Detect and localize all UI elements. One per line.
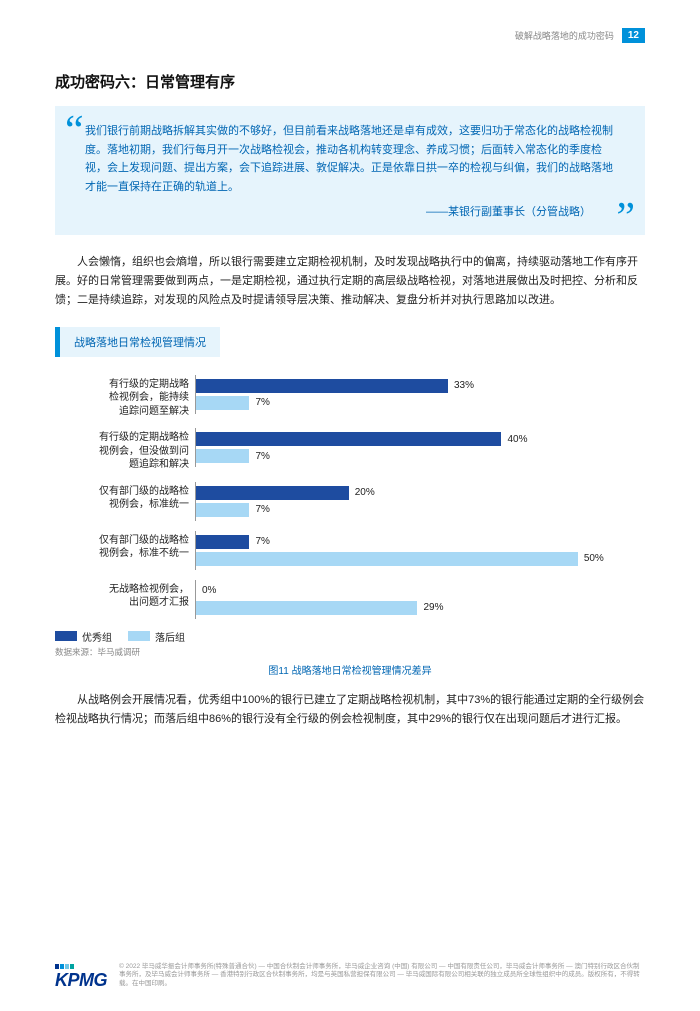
page-footer: KPMG © 2022 毕马威华振会计师事务所(特殊普通合伙) — 中国合伙制会… (55, 963, 645, 989)
bar-value: 33% (454, 380, 474, 391)
bar-line: 7% (196, 534, 645, 550)
bar-line: 7% (196, 502, 645, 518)
bar (196, 535, 249, 549)
chart-row: 仅有部门级的战略检 视例会，标准不统一 7% 50% (55, 531, 645, 570)
bar-chart: 有行级的定期战略 检视例会，能持续 追踪问题至解决33%7%有行级的定期战略检 … (55, 375, 645, 619)
bar-value: 7% (255, 397, 269, 408)
bar-value: 7% (255, 536, 269, 547)
bar (196, 552, 578, 566)
body-paragraph-1: 人会懒惰，组织也会熵增，所以银行需要建立定期检视机制，及时发现战略执行中的偏离，… (55, 253, 645, 311)
bars-column: 33% 7% (195, 375, 645, 414)
chart-legend: 优秀组 落后组 (55, 629, 645, 644)
bars-column: 0% 29% (195, 580, 645, 619)
chart-row: 仅有部门级的战略检 视例会，标准统一 20% 7% (55, 482, 645, 521)
bar-value: 50% (584, 553, 604, 564)
bar-value: 29% (423, 602, 443, 613)
bar (196, 449, 249, 463)
bar (196, 486, 349, 500)
body-paragraph-2: 从战略例会开展情况看，优秀组中100%的银行已建立了定期战略检视机制，其中73%… (55, 691, 645, 730)
logo-bar (60, 964, 64, 969)
bar (196, 396, 249, 410)
legend-item-excellent: 优秀组 (55, 629, 112, 644)
legend-label: 落后组 (155, 629, 185, 644)
bar (196, 601, 417, 615)
legend-swatch (128, 631, 150, 641)
open-quote-icon: “ (65, 110, 84, 152)
chart-row: 无战略检视例会， 出问题才汇报 0% 29% (55, 580, 645, 619)
bar (196, 379, 448, 393)
logo-bar (70, 964, 74, 969)
category-label: 无战略检视例会， 出问题才汇报 (55, 580, 195, 610)
bar-value: 0% (202, 585, 216, 596)
bar-line: 0% (196, 583, 645, 599)
category-label: 有行级的定期战略 检视例会，能持续 追踪问题至解决 (55, 375, 195, 419)
bar-line: 50% (196, 551, 645, 567)
category-label: 仅有部门级的战略检 视例会，标准不统一 (55, 531, 195, 561)
bar (196, 503, 249, 517)
quote-attribution: ——某银行副董事长（分管战略） (85, 203, 615, 219)
kpmg-logo: KPMG (55, 964, 107, 989)
page-number: 12 (622, 28, 645, 43)
chart-section-header: 战略落地日常检视管理情况 (55, 327, 645, 357)
chart-row: 有行级的定期战略 检视例会，能持续 追踪问题至解决 33% 7% (55, 375, 645, 419)
bar-line: 33% (196, 378, 645, 394)
bar-value: 40% (507, 434, 527, 445)
bar-value: 7% (255, 451, 269, 462)
page-header: 破解战略落地的成功密码 12 (55, 28, 645, 43)
category-label: 仅有部门级的战略检 视例会，标准统一 (55, 482, 195, 512)
data-source: 数据来源：毕马威调研 (55, 646, 645, 658)
bar-line: 40% (196, 431, 645, 447)
quote-box: “ 我们银行前期战略拆解其实做的不够好，但目前看来战略落地还是卓有成效，这要归功… (55, 106, 645, 235)
bar (196, 432, 501, 446)
legend-label: 优秀组 (82, 629, 112, 644)
running-title: 破解战略落地的成功密码 (515, 29, 614, 42)
category-label: 有行级的定期战略检 视例会，但没做到问 题追踪和解决 (55, 428, 195, 472)
bar-line: 7% (196, 448, 645, 464)
legend-item-lagging: 落后组 (128, 629, 185, 644)
figure-caption: 图11 战略落地日常检视管理情况差异 (55, 662, 645, 677)
logo-bar (55, 964, 59, 969)
legend-swatch (55, 631, 77, 641)
bars-column: 7% 50% (195, 531, 645, 570)
logo-bar (65, 964, 69, 969)
chart-section-title: 战略落地日常检视管理情况 (60, 327, 220, 357)
bar-value: 20% (355, 487, 375, 498)
document-page: 破解战略落地的成功密码 12 成功密码六：日常管理有序 “ 我们银行前期战略拆解… (0, 0, 700, 1011)
quote-text: 我们银行前期战略拆解其实做的不够好，但目前看来战略落地还是卓有成效，这要归功于常… (85, 122, 615, 197)
bar-line: 20% (196, 485, 645, 501)
bar-value: 7% (255, 504, 269, 515)
copyright-text: © 2022 毕马威华振会计师事务所(特殊普通合伙) — 中国合伙制会计师事务所… (119, 963, 645, 989)
bars-column: 20% 7% (195, 482, 645, 521)
bars-column: 40% 7% (195, 428, 645, 467)
section-title: 成功密码六：日常管理有序 (55, 71, 645, 92)
bar-line: 29% (196, 600, 645, 616)
logo-text: KPMG (55, 971, 107, 989)
chart-row: 有行级的定期战略检 视例会，但没做到问 题追踪和解决 40% 7% (55, 428, 645, 472)
close-quote-icon: ” (616, 197, 635, 239)
bar-line: 7% (196, 395, 645, 411)
